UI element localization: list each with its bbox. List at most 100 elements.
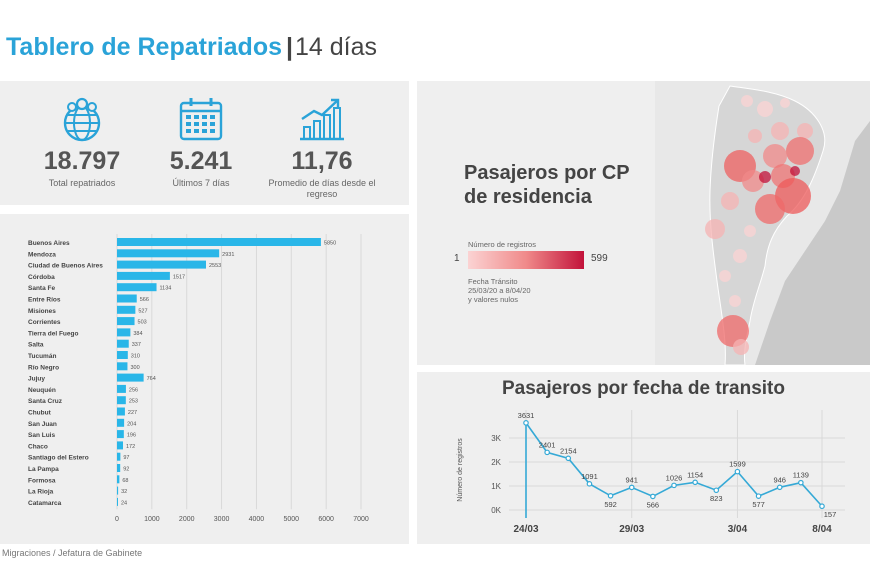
line-x-tick-label: 24/03 [513,524,538,535]
bar-value-label: 196 [127,433,136,439]
line-x-tick-label: 8/04 [812,524,832,535]
argentina-map [655,81,870,365]
line-x-tick-label: 3/04 [728,524,748,535]
legend-min: 1 [454,253,460,264]
bar-category-label: Santiago del Estero [28,455,89,462]
bar-category-label: La Pampa [28,466,59,473]
line-point-label: 577 [752,500,765,509]
bar-category-label: Santa Cruz [28,398,63,405]
bar-category-label: Catamarca [28,500,62,507]
bar-mark [117,294,137,303]
bar-mark [117,396,126,405]
bar-mark [117,497,118,506]
line-point-label: 566 [647,500,660,509]
bar-value-label: 310 [131,354,140,360]
bar-mark [117,351,128,359]
line-point-label: 157 [824,510,837,519]
bar-value-label: 2931 [222,252,234,258]
bar-value-label: 253 [129,399,138,405]
bar-mark [117,317,135,326]
bar-value-label: 764 [147,376,156,382]
legend-note: Fecha Tránsito 25/03/20 a 8/04/20 y valo… [468,277,531,304]
line-point-label: 592 [604,500,617,509]
bar-x-tick-label: 0 [115,516,119,523]
bar-value-label: 300 [130,365,139,371]
province-bar-chart-panel: 0 1000 2000 3000 4000 5000 6000 7000 Buenos Aire… [0,214,409,544]
line-point [671,482,677,489]
bar-mark [117,430,124,439]
line-point-label: 823 [710,494,723,503]
line-point [523,420,529,426]
bar-category-label: Misiones [28,308,56,315]
bar-category-label: Córdoba [28,274,55,281]
bar-x-tick-label: 5000 [283,516,299,523]
bar-value-label: 92 [123,467,129,473]
line-point [713,487,720,494]
bar-category-label: Río Negro [28,364,59,371]
globe-people-icon [63,97,101,142]
line-point-label: 946 [773,475,786,484]
bar-category-label: Ciudad de Buenos Aires [28,263,103,270]
bar-mark [117,452,121,461]
bar-category-label: Tierra del Fuego [28,330,78,337]
line-point [586,481,593,487]
bar-mark [117,362,128,371]
line-point [776,484,783,491]
page-title: Tablero de Repatriados |14 días [6,30,377,64]
line-y-axis-label: Número de registros [457,438,464,502]
bar-value-label: 172 [126,444,135,450]
bar-value-label: 1134 [160,286,172,292]
line-point-label: 1154 [687,470,703,479]
province-bar-chart: 0 1000 2000 3000 4000 5000 6000 7000 Buenos Aire… [28,234,369,523]
bar-x-tick-label: 4000 [249,516,265,523]
bar-mark [117,249,220,258]
kpi-7days-label: Últimos 7 días [172,178,230,188]
bar-mark [117,305,136,314]
bar-value-label: 527 [138,308,147,314]
line-point-label: 1139 [793,471,809,480]
transit-line-chart: 0K 1K 2K 3K Número de registros 24/03 29/03 3/0… [457,410,845,535]
line-point-label: 1026 [666,473,683,482]
bar-mark [117,339,129,348]
bar-value-label: 256 [129,387,138,393]
bar-value-label: 337 [132,342,141,348]
bar-mark [117,464,121,472]
bar-mark [117,260,206,269]
kpi-total-value: 18.797 [43,147,121,175]
line-y-tick-label: 1K [491,482,501,491]
bar-mark [117,373,144,382]
title-subtitle: 14 días [295,33,378,61]
bar-category-label: Neuquén [28,387,56,394]
bar-value-label: 384 [133,331,142,337]
bar-category-label: Mendoza [28,251,56,258]
kpi-avg-label: Promedio de días desde el regreso [268,178,376,199]
bar-category-label: Formosa [28,477,56,484]
bar-value-label: 5850 [324,241,336,247]
bar-x-tick-label: 3000 [214,516,230,523]
growth-chart-icon [300,98,344,141]
line-point [798,479,804,486]
bar-category-label: Santa Fe [28,285,55,292]
bar-value-label: 227 [128,410,137,416]
line-y-tick-label: 2K [491,458,501,467]
bar-x-tick-label: 2000 [179,516,195,523]
line-point [544,449,550,456]
bar-x-tick-label: 6000 [318,516,334,523]
transit-line-chart-panel: Pasajeros por fecha de transito 0K 1K 2K 3K… [417,372,870,544]
kpi-panel: 18.797 Total repatriados 5.241 Últimos 7… [0,81,409,205]
legend-max: 599 [591,253,608,264]
kpi-avg-value: 11,76 [291,147,353,175]
map-graphic [655,81,870,365]
line-point-label: 1599 [729,460,746,469]
bar-value-label: 204 [127,421,136,427]
line-point [650,493,656,500]
title-main: Tablero de Repatriados [6,33,282,61]
kpi-total-label: Total repatriados [48,178,116,188]
line-point [734,468,741,475]
bar-mark [117,407,125,416]
bar-category-label: Corrientes [28,319,61,326]
line-point-label: 2401 [539,440,556,449]
bar-mark [117,475,120,484]
line-point-label: 2154 [560,446,577,455]
line-point-label: 3631 [518,411,535,420]
